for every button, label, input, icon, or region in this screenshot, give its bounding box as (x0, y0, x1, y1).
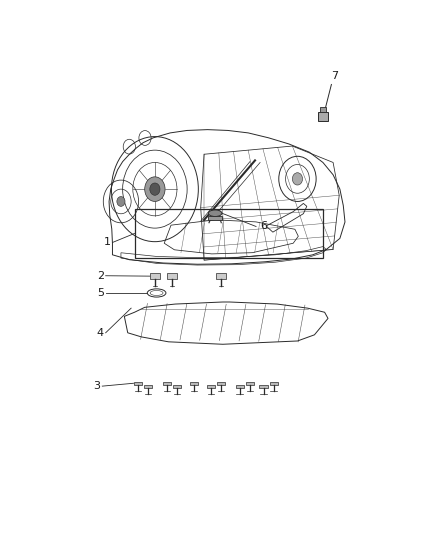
Bar (134, 382, 142, 385)
Bar (246, 382, 254, 385)
Bar (259, 384, 268, 387)
Text: 2: 2 (97, 271, 104, 281)
Circle shape (117, 197, 125, 206)
Bar (190, 382, 198, 385)
Text: 6: 6 (260, 222, 267, 231)
Bar (270, 382, 278, 385)
Ellipse shape (208, 210, 222, 216)
Bar (217, 382, 225, 385)
Circle shape (145, 177, 165, 201)
Bar (134, 209, 323, 257)
Bar (167, 273, 177, 279)
Bar (236, 384, 244, 387)
Bar (144, 384, 152, 387)
Circle shape (150, 183, 160, 195)
Bar (216, 273, 226, 279)
Text: 5: 5 (97, 288, 104, 298)
Bar (173, 384, 181, 387)
Bar (207, 384, 215, 387)
Bar (320, 108, 325, 112)
Bar (162, 382, 171, 385)
Bar (150, 273, 159, 279)
Text: 3: 3 (94, 381, 101, 391)
Bar (318, 112, 328, 122)
Text: 4: 4 (97, 328, 104, 338)
Circle shape (292, 173, 303, 185)
Text: 7: 7 (331, 71, 339, 81)
Text: 1: 1 (104, 238, 111, 247)
Bar (208, 216, 222, 220)
